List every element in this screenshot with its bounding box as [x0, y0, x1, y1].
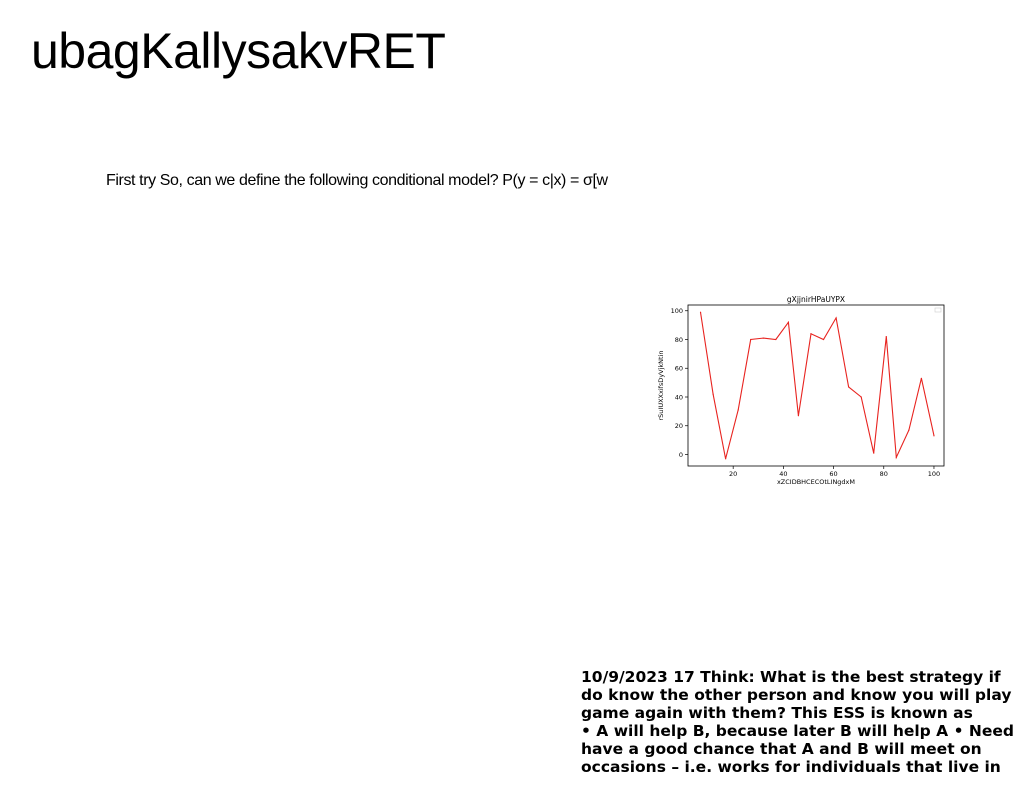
- data-point: [920, 377, 923, 379]
- y-tick-label: 80: [675, 336, 683, 344]
- series-line: [699, 312, 935, 460]
- y-tick-label: 60: [675, 365, 683, 373]
- data-point: [835, 317, 837, 319]
- notes-text-block: 10/9/2023 17 Think: What is the best str…: [581, 668, 1023, 776]
- y-tick-label: 100: [671, 307, 683, 315]
- notes-line: have a good chance that A and B will mee…: [581, 740, 982, 758]
- x-tick-label: 80: [880, 470, 888, 478]
- y-tick-label: 40: [675, 393, 683, 401]
- x-tick-label: 20: [729, 470, 737, 478]
- notes-line: • A will help B, because later B will he…: [581, 722, 1014, 740]
- data-point: [762, 337, 764, 339]
- chart-title: gXjjnirHPaUYPX: [787, 295, 845, 304]
- data-point: [848, 386, 850, 388]
- y-axis-label: rSuIUXXxifsDyVjkNtin: [657, 350, 665, 420]
- plot-frame: [687, 304, 945, 467]
- data-point: [933, 435, 935, 437]
- line-chart-svg: 20 40 60 80 100 0 20 40 60 80 100 gXjjnirHPaUYPX xZC…: [657, 295, 945, 486]
- data-point: [737, 409, 739, 411]
- notes-line: do know the other person and know you wi…: [581, 686, 1012, 704]
- data-point: [699, 311, 702, 313]
- legend-box: [934, 307, 942, 313]
- x-tick-label: 40: [779, 470, 787, 478]
- data-point: [775, 338, 777, 341]
- x-axis-label: xZCIDBHCECOtLINgdxM: [777, 478, 855, 486]
- data-point: [712, 393, 714, 395]
- data-point: [750, 338, 752, 341]
- page-title: ubagKallysakvRET: [31, 23, 446, 79]
- line-chart: 20 40 60 80 100 0 20 40 60 80 100 gXjjnirHPaUYPX xZC…: [655, 292, 955, 488]
- data-point: [822, 338, 825, 341]
- notes-line: occasions – i.e. works for individuals t…: [581, 758, 1001, 776]
- slide-subtitle: First try So, can we define the followin…: [106, 172, 608, 189]
- data-point: [895, 456, 897, 458]
- data-point: [873, 452, 875, 454]
- data-point: [787, 321, 789, 323]
- y-tick-label: 0: [679, 451, 683, 459]
- x-tick-label: 60: [829, 470, 837, 478]
- data-point: [885, 336, 887, 338]
- x-tick-label: 100: [928, 470, 940, 478]
- y-tick-label: 20: [675, 422, 683, 430]
- data-point: [860, 396, 862, 398]
- data-point: [908, 429, 910, 431]
- data-point: [725, 458, 727, 460]
- notes-line: game again with them? This ESS is known …: [581, 704, 973, 722]
- data-point: [810, 333, 812, 335]
- notes-line: 10/9/2023 17 Think: What is the best str…: [581, 668, 1001, 686]
- data-point: [797, 415, 800, 417]
